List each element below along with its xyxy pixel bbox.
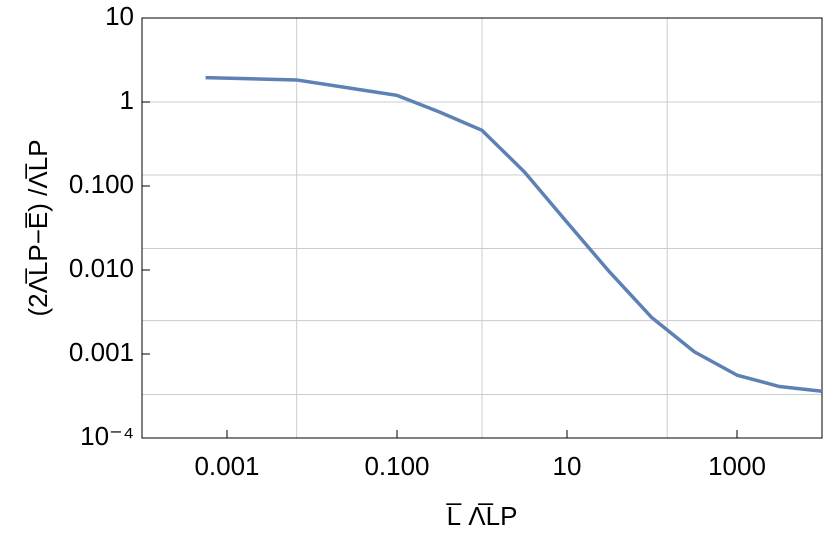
y-tick-label: 1 bbox=[120, 85, 134, 115]
x-axis-label: L̅ Λ̅LP bbox=[446, 501, 517, 531]
y-tick-label: 0.100 bbox=[69, 169, 134, 199]
x-tick-label: 0.100 bbox=[364, 451, 429, 481]
data-line bbox=[205, 75, 823, 394]
y-tick-label: 10⁻⁴ bbox=[80, 421, 134, 451]
x-tick-label: 10 bbox=[553, 451, 582, 481]
y-tick-label: 10 bbox=[105, 1, 134, 31]
plot-frame bbox=[141, 17, 823, 439]
x-tick-label: 0.001 bbox=[194, 451, 259, 481]
x-tick-label: 1000 bbox=[708, 451, 766, 481]
y-tick-label: 0.010 bbox=[69, 253, 134, 283]
y-axis-label: (2Λ̅LP−E̅) /Λ̅LP bbox=[23, 139, 53, 316]
y-tick-label: 0.001 bbox=[69, 337, 134, 367]
